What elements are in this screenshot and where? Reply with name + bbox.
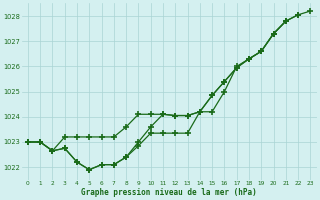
X-axis label: Graphe pression niveau de la mer (hPa): Graphe pression niveau de la mer (hPa): [81, 188, 257, 197]
